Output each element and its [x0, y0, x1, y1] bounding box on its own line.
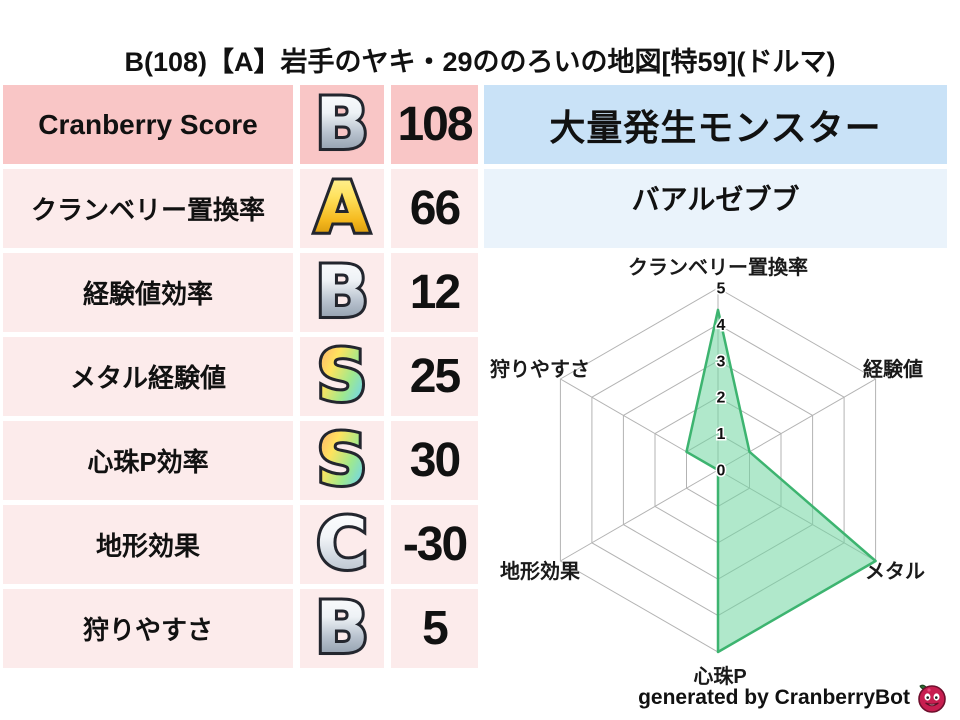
table-row: 狩りやすさ 5: [3, 589, 478, 668]
stat-value: 5: [391, 589, 478, 668]
radar-axis-label: メタル: [865, 560, 925, 583]
grade-S-icon: [300, 421, 384, 500]
table-row: メタル経験値 25: [3, 337, 478, 416]
stats-table: Cranberry Score108クランベリー置換率66経験値効率12メタル経…: [3, 85, 478, 673]
stat-label: Cranberry Score: [3, 85, 293, 164]
footer-credit: generated by CranberryBot: [638, 682, 948, 714]
radar-axis-label: 経験値: [863, 357, 923, 381]
grade-B-icon: [300, 85, 384, 164]
radar-tick-label: 3: [717, 353, 726, 370]
grade-S-icon: [300, 337, 384, 416]
table-row: 経験値効率 12: [3, 253, 478, 332]
table-row: 地形効果 -30: [3, 505, 478, 584]
table-row: Cranberry Score 108: [3, 85, 478, 164]
grade-cell: [300, 253, 384, 332]
stat-label: メタル経験値: [3, 337, 293, 416]
grade-cell: [300, 505, 384, 584]
radar-axis-label: クランベリー置換率: [628, 255, 808, 279]
grade-B-icon: [300, 253, 384, 332]
grade-A-icon: [300, 169, 384, 248]
stat-label: 地形効果: [3, 505, 293, 584]
stat-value: -30: [391, 505, 478, 584]
stat-label: 経験値効率: [3, 253, 293, 332]
grade-cell: [300, 421, 384, 500]
grade-cell: [300, 589, 384, 668]
radar-data-polygon: [685, 308, 877, 654]
radar-spoke: [560, 469, 719, 562]
radar-axis-label: 狩りやすさ: [490, 357, 590, 381]
grade-C-icon: [300, 505, 384, 584]
stat-value: 25: [391, 337, 478, 416]
stat-label: 狩りやすさ: [3, 589, 293, 668]
radar-tick-label: 4: [717, 317, 726, 334]
grade-cell: [300, 169, 384, 248]
monster-header: 大量発生モンスター: [484, 85, 947, 164]
stat-value: 108: [391, 85, 478, 164]
radar-tick-label: 2: [717, 390, 726, 407]
grade-cell: [300, 85, 384, 164]
credit-text: generated by CranberryBot: [638, 686, 910, 709]
radar-tick-label: 1: [717, 426, 726, 443]
stat-value: 66: [391, 169, 478, 248]
radar-axis-label: 地形効果: [500, 559, 580, 583]
grade-B-icon: [300, 589, 384, 668]
radar-tick-label: 0: [717, 463, 726, 480]
table-row: クランベリー置換率 66: [3, 169, 478, 248]
stat-label: クランベリー置換率: [3, 169, 293, 248]
radar-axis-label: 心珠P: [693, 665, 746, 688]
stat-value: 12: [391, 253, 478, 332]
page-title: B(108)【A】岩手のヤキ・29ののろいの地図[特59](ドルマ): [124, 47, 836, 77]
radar-tick-label: 5: [717, 281, 726, 298]
cranberry-bot-icon: [918, 684, 946, 713]
monster-name: バアルゼブブ: [484, 169, 947, 248]
stat-value: 30: [391, 421, 478, 500]
table-row: 心珠P効率 30: [3, 421, 478, 500]
stat-label: 心珠P効率: [3, 421, 293, 500]
grade-cell: [300, 337, 384, 416]
